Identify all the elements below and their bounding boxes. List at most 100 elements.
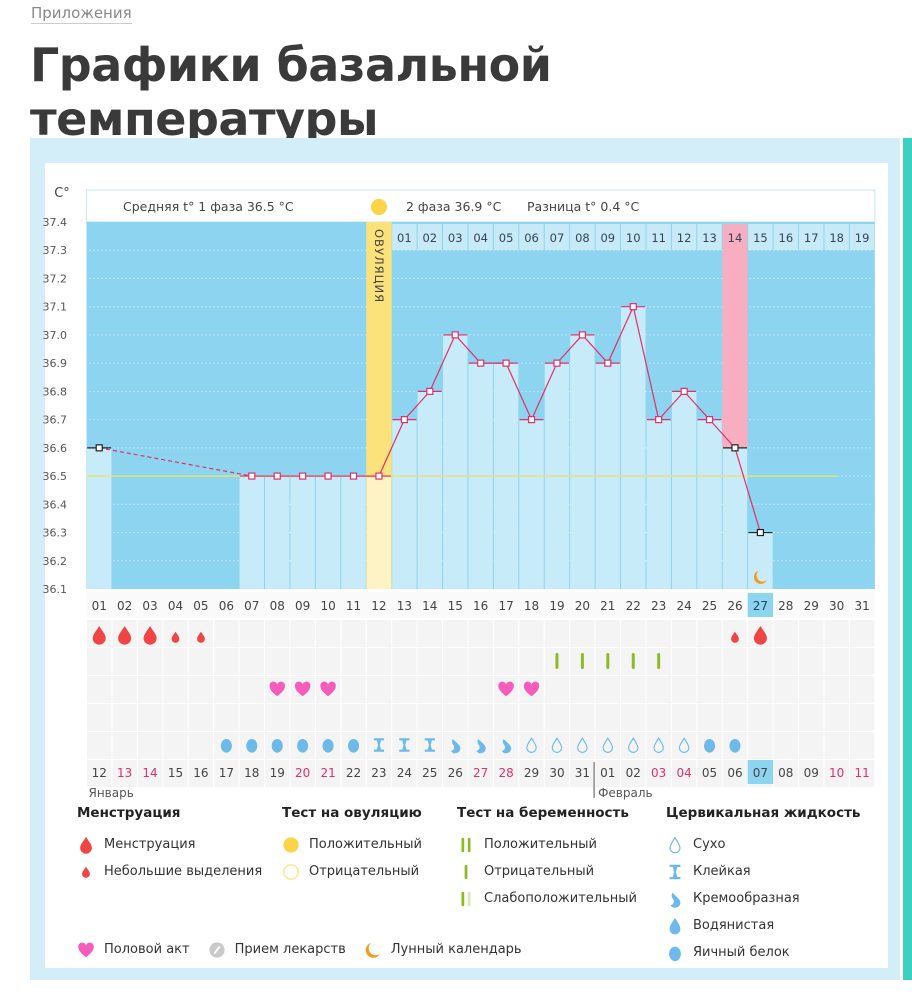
test-single-line-icon xyxy=(457,863,475,881)
grid-cell xyxy=(849,620,875,647)
y-tick-label: 37.3 xyxy=(43,244,68,257)
temperature-point xyxy=(756,528,764,537)
grid-cell xyxy=(188,648,214,675)
temperature-point xyxy=(731,444,739,452)
breadcrumb-link[interactable]: Приложения xyxy=(31,4,132,24)
grid-cell xyxy=(137,704,163,731)
egg-white-icon xyxy=(246,739,258,753)
grid-cell xyxy=(849,760,875,787)
luteal-day-label: 06 xyxy=(524,231,539,245)
date-label: 05 xyxy=(702,766,717,780)
temperature-bar xyxy=(239,476,265,589)
ovulation-label: ОВУЛЯЦИЯ xyxy=(372,229,386,303)
grid-cell xyxy=(570,760,595,787)
temperature-point xyxy=(655,416,663,424)
temperature-point xyxy=(705,416,714,424)
grid-cell xyxy=(671,732,697,759)
cycle-day-label: 12 xyxy=(371,599,386,613)
grid-cell xyxy=(748,648,773,675)
side-accent-bar[interactable] xyxy=(903,138,912,980)
luteal-day-cell xyxy=(799,224,824,250)
grid-cell xyxy=(519,648,544,675)
cycle-day-label: 07 xyxy=(244,599,259,613)
date-label: 08 xyxy=(778,766,793,780)
cycle-day-row xyxy=(86,592,875,618)
cycle-day-label: 18 xyxy=(524,599,539,613)
grid-cell xyxy=(112,676,137,703)
grid-cell xyxy=(799,760,824,787)
grid-cell xyxy=(773,760,799,787)
grid-cell xyxy=(722,760,748,787)
grid-cell xyxy=(799,648,824,675)
cycle-day-label: 27 xyxy=(753,599,768,613)
legend-item: Небольшие выделения xyxy=(77,858,262,885)
egg-white-icon xyxy=(322,739,334,753)
temperature-bar xyxy=(697,419,722,589)
grid-cell xyxy=(417,648,443,675)
legend-label: Отрицательный xyxy=(309,864,420,879)
grid-cell xyxy=(468,704,493,731)
circle-filled-icon xyxy=(282,836,300,854)
temperature-point xyxy=(273,472,281,480)
grid-cell xyxy=(570,704,595,731)
grid-cell xyxy=(239,676,265,703)
grid-cell xyxy=(621,676,646,703)
grid-cell xyxy=(773,704,799,731)
date-label: 20 xyxy=(295,766,310,780)
grid-cell xyxy=(646,620,671,647)
luteal-day-cell xyxy=(544,224,570,250)
temperature-point xyxy=(629,303,637,311)
grid-cell xyxy=(468,676,493,703)
grid-cell xyxy=(443,760,468,787)
y-tick-label: 36.3 xyxy=(43,527,68,540)
legend-item: Слабоположительный xyxy=(457,885,637,912)
temperature-point xyxy=(426,387,434,395)
grid-cell xyxy=(570,676,595,703)
ovulation-sun-icon xyxy=(370,198,388,216)
temperature-point xyxy=(375,472,383,480)
temperature-bar xyxy=(621,306,646,589)
egg-white-icon xyxy=(729,739,741,753)
temperature-bar xyxy=(392,419,417,589)
temperature-bar xyxy=(671,391,697,589)
date-label: 01 xyxy=(600,766,615,780)
grid-cell xyxy=(163,760,188,787)
grid-cell xyxy=(417,676,443,703)
grid-cell xyxy=(188,676,214,703)
cycle-day-label: 01 xyxy=(92,599,107,613)
legend-item: Менструация xyxy=(77,831,262,858)
legend-label: Яичный белок xyxy=(693,945,790,960)
month-label: Февраль xyxy=(598,786,653,800)
temperature-bar xyxy=(417,391,443,589)
luteal-day-label: 17 xyxy=(804,231,819,245)
grid-cell xyxy=(595,620,621,647)
grid-cell xyxy=(697,648,722,675)
date-label: 13 xyxy=(117,766,132,780)
legend-label: Менструация xyxy=(104,837,196,852)
cycle-day-label: 06 xyxy=(219,599,234,613)
legend-item: Кремообразная xyxy=(666,885,860,912)
grid-cell xyxy=(799,676,824,703)
luteal-day-label: 02 xyxy=(422,231,437,245)
legend-label: Положительный xyxy=(484,837,597,852)
egg-white-icon xyxy=(347,739,360,753)
date-label: 22 xyxy=(346,766,361,780)
luteal-day-label: 03 xyxy=(448,231,463,245)
grid-cell xyxy=(366,620,392,647)
grid-cell xyxy=(493,760,519,787)
temperature-bar xyxy=(366,476,392,589)
grid-cell xyxy=(773,676,799,703)
cycle-day-label: 26 xyxy=(727,599,742,613)
y-tick-label: 36.4 xyxy=(43,498,68,511)
luteal-day-label: 18 xyxy=(829,231,844,245)
temperature-line-segment xyxy=(658,390,685,421)
y-tick-label: 36.9 xyxy=(43,357,68,370)
grid-cell xyxy=(519,620,544,647)
legend-label: Небольшие выделения xyxy=(104,864,263,879)
grid-cell xyxy=(163,648,188,675)
grid-cell xyxy=(290,648,315,675)
moon-icon xyxy=(364,941,382,959)
date-label: 30 xyxy=(549,766,564,780)
grid-cell xyxy=(493,620,519,647)
grid-cell xyxy=(570,620,595,647)
